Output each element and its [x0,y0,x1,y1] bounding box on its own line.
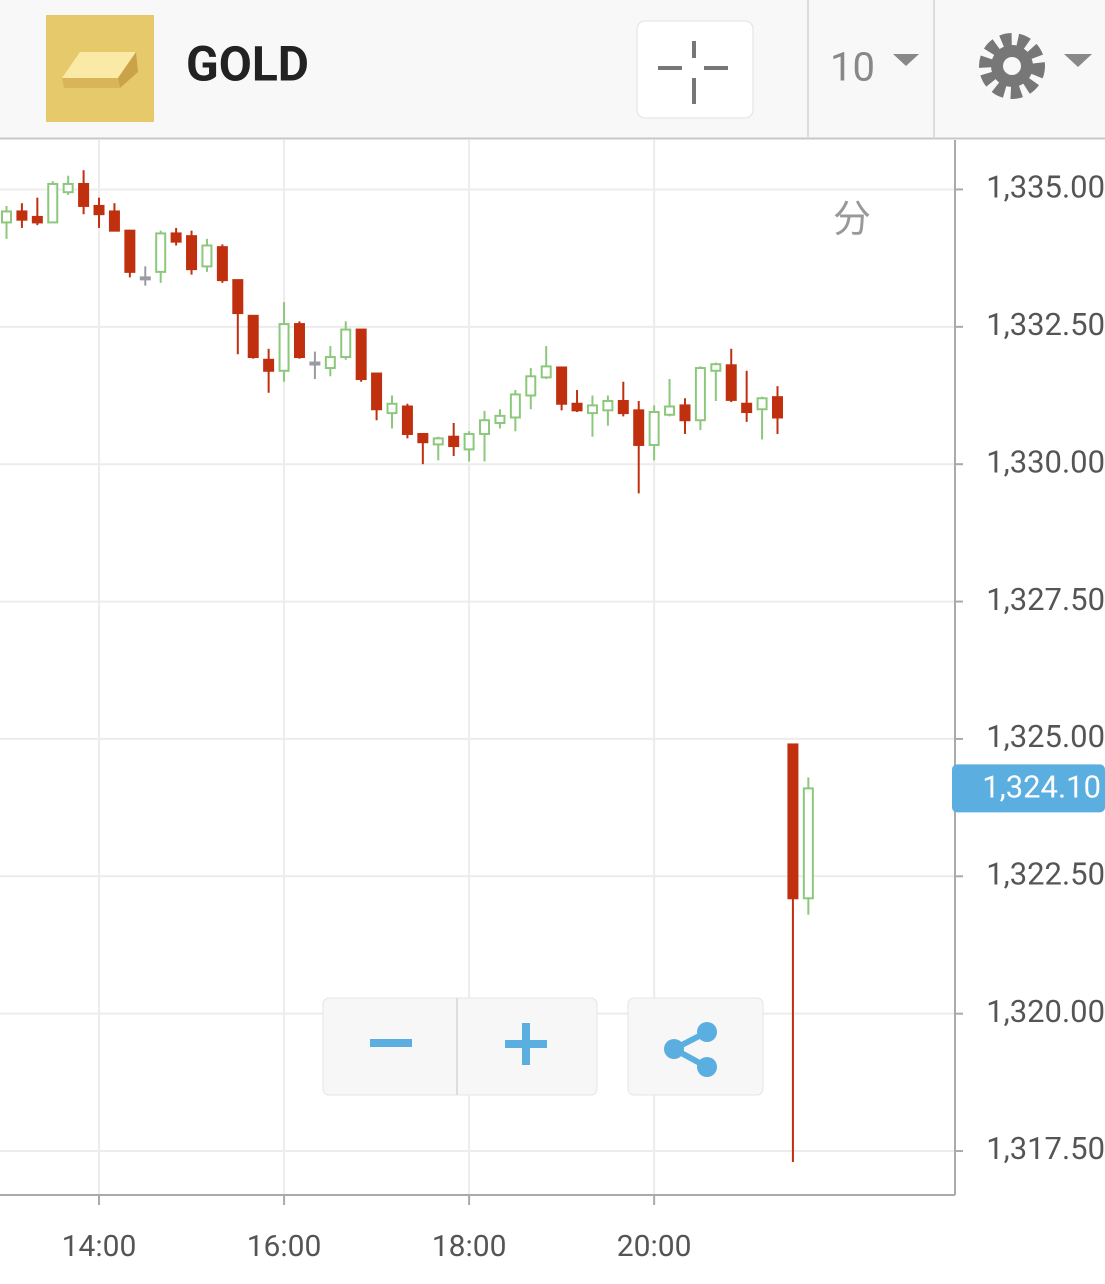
candle-body [386,402,398,415]
candle-body [741,402,753,413]
candle-body [31,215,43,224]
candle-body [355,328,367,381]
candle-body [278,323,290,372]
candle-body [787,743,799,900]
zoom-out[interactable] [370,1039,412,1047]
y-tick-label: 1,335.00 [986,169,1105,206]
candle-body [263,358,275,372]
settings-button[interactable] [979,33,1092,99]
candle-body [540,365,552,379]
candle-body [710,363,722,372]
candle-body [648,410,660,446]
interval-unit: 分 [833,198,871,242]
candle-body [155,232,167,273]
candle-body [78,182,90,207]
x-tick-label: 20:00 [617,1229,692,1264]
candle-body [216,246,228,282]
candle-body [448,435,460,448]
zoom-in[interactable] [505,1023,547,1065]
candle-body [571,402,583,412]
y-tick-label: 1,325.00 [986,718,1105,755]
candle-body [432,437,444,446]
candle-body [756,397,768,411]
x-tick-label: 18:00 [432,1229,507,1264]
plot: 14:00 16:00 18:00 20:00 1,317.50 1,320.00 1,32… [0,140,1105,1264]
candle-body [725,364,737,401]
candle-body [602,400,614,412]
candle-body [525,375,537,397]
candle-body [1,210,12,224]
candle-body [186,235,198,271]
candle-body [401,405,413,435]
x-tick-label: 16:00 [247,1229,322,1264]
candle-body [556,366,568,405]
candle-body [772,396,783,419]
candle-body [139,276,151,281]
candle-body [108,210,120,232]
candle-body [479,419,491,435]
candle-body [633,409,645,446]
candle-body [47,182,59,224]
symbol: GOLD [186,36,309,93]
gold-logo [46,15,154,122]
crosshair-button[interactable] [636,20,754,119]
y-tick-label: 1,332.50 [986,306,1105,343]
y-tick-label: 1,327.50 [986,581,1105,618]
candle-body [494,414,506,424]
y-tick-label: 1,330.00 [986,443,1105,480]
candle-body [586,404,598,415]
x-tick-label: 14:00 [62,1229,137,1264]
candle-body [232,279,244,315]
candle-body [694,367,706,422]
candle-body [371,372,383,411]
candle-body [509,393,521,419]
candle-body [309,361,321,366]
candle-body [664,405,676,416]
candle-body [463,432,475,451]
candle-body [293,323,305,359]
candle-body [16,210,28,221]
candle-body [124,229,136,273]
last-price-tag [952,764,1105,813]
header-bg [0,0,1105,138]
zoom-box [322,997,598,1096]
share-button[interactable] [627,997,764,1096]
y-tick-label: 1,320.00 [986,993,1105,1030]
candle-body [617,400,629,415]
candle-body [93,204,105,216]
candle-body [170,232,182,243]
candle-body [340,328,352,359]
candle-body [201,244,213,268]
candle-body [324,356,336,370]
y-tick-label: 1,322.50 [986,855,1105,892]
candle-body [417,432,429,444]
last-price-label: 1,324.10 [982,769,1101,806]
candle-body [679,404,691,422]
interval: 10 [830,44,875,91]
candle-body [802,787,814,900]
candle-body [62,182,74,194]
candle-body [247,314,259,359]
interval-dropdown[interactable]: 10 [830,44,919,91]
y-tick-label: 1,317.50 [986,1130,1105,1167]
zoom-controls [322,997,598,1096]
